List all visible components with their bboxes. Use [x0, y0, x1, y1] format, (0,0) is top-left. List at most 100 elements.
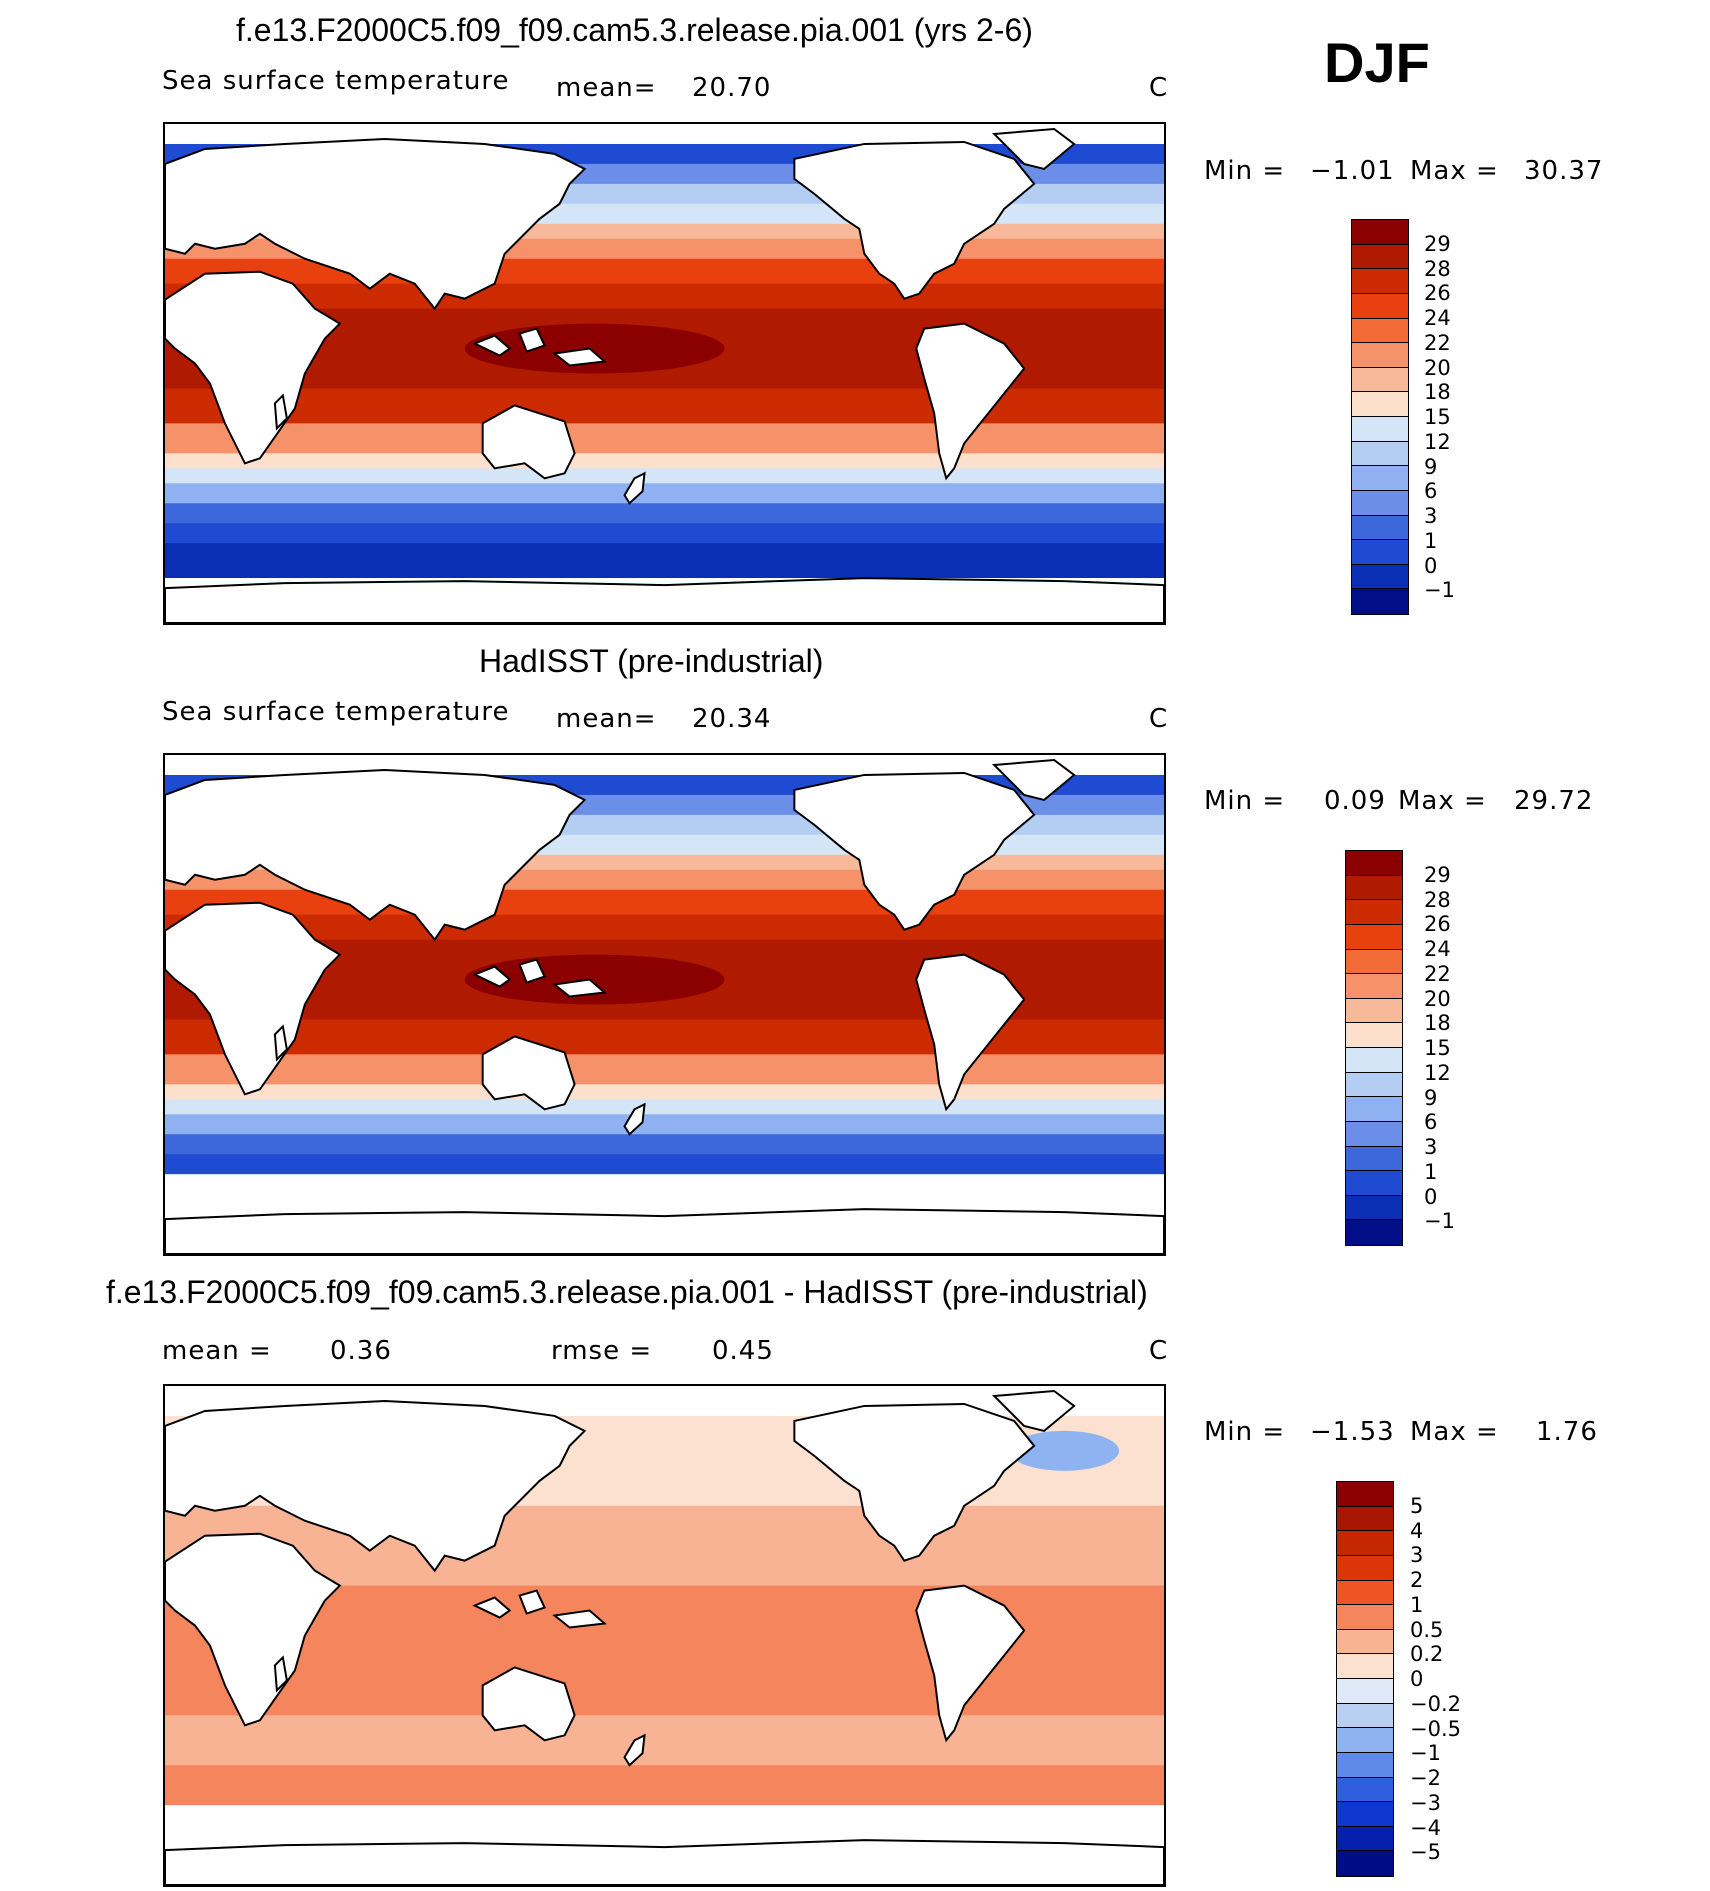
land-mass: [165, 137, 587, 311]
panel1-map: [163, 122, 1166, 625]
colorbar-swatch: [1352, 269, 1408, 294]
panel2-units: C: [1149, 704, 1169, 734]
colorbar-tick-label: 26: [1424, 912, 1451, 937]
panel2-map: [163, 753, 1166, 1256]
colorbar-swatch: [1352, 244, 1408, 270]
colorbar-tick-label: 24: [1424, 306, 1451, 330]
colorbar-tick-label: −3: [1410, 1790, 1441, 1815]
panel3-rmse-label: rmse =: [551, 1336, 653, 1366]
land-mass: [623, 1733, 646, 1767]
panel2-min-value: 0.09: [1324, 786, 1386, 816]
colorbar-swatch: [1352, 293, 1408, 319]
colorbar-tick-label: 28: [1424, 887, 1451, 912]
land-mass: [472, 334, 512, 357]
panel2-mean-label: mean=: [556, 704, 657, 734]
panel3-min-label: Min =: [1204, 1417, 1286, 1447]
colorbar-swatch: [1352, 490, 1408, 516]
land-mass: [623, 471, 646, 505]
panel3-colorbar: [1336, 1481, 1394, 1877]
colorbar-swatch: [1352, 367, 1408, 393]
colorbar-swatch: [1352, 318, 1408, 344]
colorbar-tick-label: −2: [1410, 1766, 1441, 1790]
panel3-max-value: 1.76: [1536, 1417, 1598, 1447]
colorbar-tick-label: 22: [1424, 330, 1451, 355]
panel2-max-value: 29.72: [1514, 786, 1594, 816]
season-label: DJF: [1324, 31, 1430, 94]
colorbar-tick-label: 26: [1424, 281, 1451, 306]
colorbar-tick-label: 1: [1424, 528, 1438, 553]
panel3-map: [163, 1384, 1166, 1887]
colorbar-tick-label: −1: [1424, 1209, 1455, 1234]
colorbar-swatch: [1352, 343, 1408, 368]
colorbar-swatch: [1337, 1629, 1393, 1655]
colorbar-swatch: [1352, 417, 1408, 442]
panel3-rmse-value: 0.45: [712, 1336, 774, 1366]
colorbar-tick-label: 29: [1424, 862, 1451, 887]
colorbar-swatch: [1346, 1171, 1402, 1196]
colorbar-swatch: [1337, 1531, 1393, 1556]
land-mass: [518, 958, 547, 984]
land-mass: [165, 1208, 1164, 1254]
colorbar-swatch: [1352, 392, 1408, 417]
panel1-min-value: −1.01: [1310, 156, 1395, 186]
colorbar-tick-label: 6: [1424, 1110, 1438, 1135]
land-mass: [273, 1024, 288, 1062]
panel1-colorbar: [1351, 219, 1409, 615]
panel1-mean-value: 20.70: [692, 73, 772, 103]
colorbar-tick-label: 12: [1424, 1060, 1451, 1085]
colorbar-tick-label: −1: [1424, 578, 1455, 603]
panel3-title: f.e13.F2000C5.f09_f09.cam5.3.release.pia…: [106, 1274, 1148, 1310]
panel1-title: f.e13.F2000C5.f09_f09.cam5.3.release.pia…: [236, 12, 1033, 48]
colorbar-swatch: [1337, 1654, 1393, 1679]
colorbar-tick-label: 2: [1410, 1568, 1424, 1592]
colorbar-swatch: [1346, 1097, 1402, 1122]
colorbar-tick-label: 0.2: [1410, 1642, 1444, 1667]
colorbar-swatch: [1346, 949, 1402, 975]
land-mass: [793, 1402, 1036, 1562]
colorbar-tick-label: 12: [1424, 429, 1451, 454]
colorbar-tick-label: −1: [1410, 1741, 1441, 1766]
colorbar-tick-label: −0.5: [1410, 1716, 1461, 1741]
colorbar-swatch: [1337, 1605, 1393, 1630]
panel3-mean-label: mean =: [162, 1336, 272, 1366]
panel1-min-label: Min =: [1204, 156, 1286, 186]
land-mass: [165, 768, 587, 942]
land-mass: [518, 327, 547, 353]
colorbar-swatch: [1337, 1506, 1393, 1532]
colorbar-swatch: [1346, 924, 1402, 950]
panel2-min-label: Min =: [1204, 786, 1286, 816]
colorbar-tick-label: 18: [1424, 1011, 1451, 1036]
colorbar-tick-label: 22: [1424, 961, 1451, 986]
land-mass: [793, 140, 1036, 300]
colorbar-tick-label: 5: [1410, 1493, 1424, 1518]
land-mass: [481, 1035, 576, 1111]
colorbar-tick-label: 28: [1424, 256, 1451, 281]
land-mass: [165, 1839, 1164, 1885]
colorbar-swatch: [1352, 589, 1408, 614]
colorbar-swatch: [1352, 220, 1408, 245]
land-mass: [165, 1399, 587, 1573]
colorbar-swatch: [1337, 1851, 1393, 1876]
land-mass: [273, 393, 288, 431]
colorbar-tick-label: 9: [1424, 454, 1438, 479]
land-mass: [518, 1589, 547, 1615]
land-mass: [552, 1609, 607, 1629]
colorbar-tick-label: 18: [1424, 380, 1451, 405]
colorbar-swatch: [1352, 441, 1408, 467]
colorbar-tick-label: 0: [1424, 1184, 1438, 1209]
panel3-max-label: Max =: [1410, 1417, 1499, 1447]
panel2-mean-value: 20.34: [692, 704, 772, 734]
colorbar-tick-label: 0.5: [1410, 1617, 1444, 1642]
land-mass: [793, 771, 1036, 931]
land-mass: [991, 127, 1076, 171]
land-mass: [165, 577, 1164, 623]
colorbar-tick-label: 3: [1424, 1135, 1438, 1159]
colorbar-tick-label: 0: [1424, 553, 1438, 578]
colorbar-swatch: [1337, 1728, 1393, 1753]
colorbar-swatch: [1352, 466, 1408, 491]
colorbar-tick-label: 20: [1424, 355, 1451, 380]
colorbar-tick-label: 1: [1410, 1592, 1424, 1617]
colorbar-swatch: [1346, 998, 1402, 1024]
land-mass: [165, 1532, 342, 1727]
panel3-min-value: −1.53: [1310, 1417, 1395, 1447]
